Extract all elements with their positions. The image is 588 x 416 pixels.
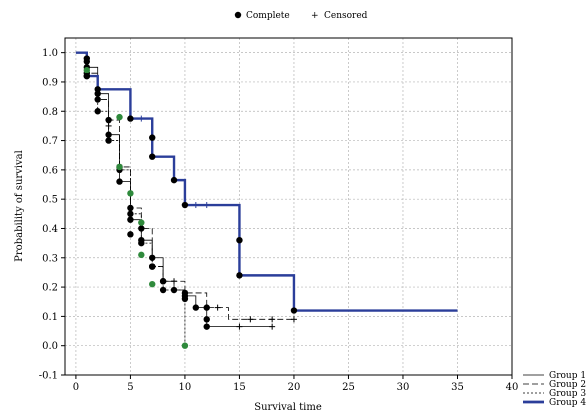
series-3-complete-point (94, 108, 101, 115)
x-tick-label: 30 (397, 382, 410, 393)
series-4-complete-point (236, 237, 243, 244)
top-legend-complete-marker (234, 11, 242, 19)
series-2-complete-point (181, 289, 189, 297)
top-legend: Complete + Censored (234, 11, 368, 21)
series-4-complete-point (127, 115, 134, 122)
series-3-complete-point (83, 67, 91, 74)
legend-label-group-1: Group 1 (549, 371, 586, 381)
y-tick-label: 0.7 (42, 136, 58, 147)
y-tick-label: 0.1 (42, 312, 58, 323)
series-2-complete-point (159, 278, 167, 285)
series-4-complete-point (236, 272, 243, 279)
y-tick-label: 0.3 (42, 253, 58, 264)
series-1-complete-point (192, 304, 200, 311)
y-tick-label: 0.2 (42, 283, 58, 294)
x-tick-label: 35 (451, 382, 464, 393)
series-1-complete-point (105, 131, 112, 138)
plot-frame (64, 37, 513, 376)
legend-label-group-3: Group 3 (549, 389, 586, 399)
series-1-complete-point (149, 254, 156, 261)
y-tick-label: 0.6 (42, 165, 58, 176)
grid (65, 38, 513, 376)
series-4-complete-point (149, 153, 156, 160)
series-3-complete-point (149, 263, 156, 270)
series-3-complete-point (159, 286, 167, 294)
series-2-complete-point (94, 96, 101, 103)
legend-label-group-2: Group 2 (549, 380, 586, 390)
series-3-complete-point (116, 163, 123, 171)
series-3-complete-point (138, 239, 145, 247)
y-tick-label: 0.8 (42, 107, 58, 118)
series-1-complete-point (116, 178, 123, 185)
series-2-complete-point (138, 225, 145, 232)
series-4-complete-point (290, 307, 298, 314)
series-3-complete-point (181, 342, 189, 349)
axis-ticks: 0 5 10 15 20 25 30 35 40 -0.1 0.0 0.1 0.2 0.3 0.4 0.5 0.… (39, 48, 519, 393)
series-1-curve (75, 52, 273, 328)
series-3-complete-point (105, 137, 112, 144)
x-tick-label: 20 (288, 382, 301, 393)
series-3-complete-point (116, 113, 123, 121)
series-4-complete-point (83, 72, 91, 80)
series-1-complete-point (127, 231, 134, 238)
series-2-complete-point (127, 204, 134, 212)
y-tick-label: 0.0 (42, 341, 58, 352)
series-3-complete-point (138, 251, 145, 259)
event-markers (83, 55, 298, 349)
series-4-complete-point (181, 201, 189, 209)
y-axis-title: Probability of survival (14, 150, 25, 262)
x-tick-label: 40 (506, 382, 519, 393)
series-1-complete-point (94, 90, 101, 97)
series-2-complete-point (83, 55, 91, 62)
top-legend-complete-label: Complete (246, 11, 290, 21)
series-1-complete-point (203, 316, 210, 323)
series-4-complete-point (149, 134, 156, 141)
series-4-complete-point (94, 86, 101, 93)
y-tick-label: 0.4 (42, 224, 58, 235)
series-4-complete-point (170, 176, 178, 184)
top-legend-censored-label: Censored (324, 11, 368, 21)
series-2-complete-point (105, 116, 112, 124)
series-3-complete-point (127, 190, 134, 197)
y-tick-label: 1.0 (42, 48, 58, 59)
series-3-complete-point (138, 219, 145, 226)
x-tick-label: 10 (179, 382, 192, 393)
y-tick-label: 0.5 (42, 195, 58, 206)
series-2-complete-point (203, 304, 210, 311)
series-3-complete-point (127, 210, 134, 218)
x-tick-label: 5 (127, 382, 133, 393)
series-1-complete-point (127, 216, 134, 223)
x-axis-title: Survival time (254, 402, 322, 413)
series-3-complete-point (181, 295, 189, 303)
x-tick-label: 15 (233, 382, 246, 393)
x-tick-label: 0 (73, 382, 79, 393)
y-tick-label: 0.9 (42, 77, 58, 88)
series-4-curve (75, 51, 458, 312)
x-tick-label: 25 (342, 382, 355, 393)
top-legend-censored-marker: + (311, 11, 319, 21)
series-3-complete-point (149, 280, 156, 288)
y-tick-label: -0.1 (39, 371, 58, 382)
legend-label-group-4: Group 4 (549, 398, 586, 408)
series-1-complete-point (203, 323, 210, 330)
